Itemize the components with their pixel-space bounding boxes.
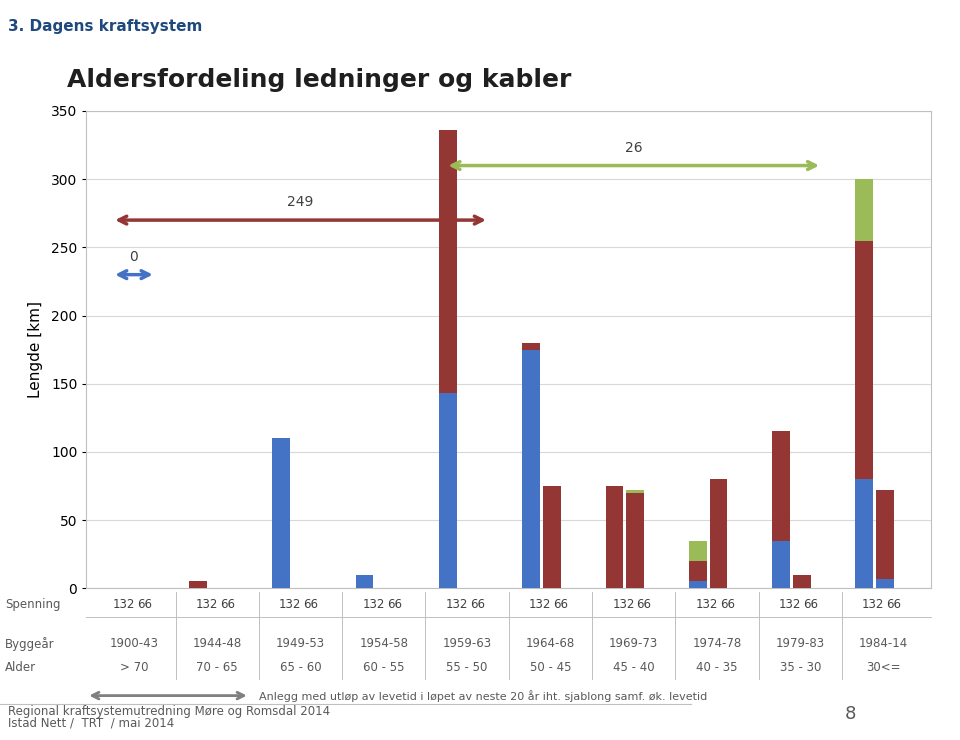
Text: Anlegg med utløp av levetid i løpet av neste 20 år iht. sjablong samf. øk. levet: Anlegg med utløp av levetid i løpet av n… (259, 690, 708, 702)
Text: 249: 249 (287, 195, 314, 209)
Text: 26: 26 (625, 141, 642, 155)
Text: 66: 66 (303, 598, 319, 611)
Text: 132: 132 (529, 598, 551, 611)
Text: 1900-43: 1900-43 (109, 637, 158, 650)
Text: Spenning: Spenning (5, 598, 60, 611)
Text: 66: 66 (387, 598, 401, 611)
Text: Istad Nett /  TRT  / mai 2014: Istad Nett / TRT / mai 2014 (8, 716, 174, 730)
Bar (876, 579, 894, 588)
Bar (772, 431, 790, 540)
Bar (439, 393, 457, 588)
Text: Regional kraftsystemutredning Møre og Romsdal 2014: Regional kraftsystemutredning Møre og Ro… (8, 704, 330, 718)
Text: 132: 132 (279, 598, 301, 611)
Bar (543, 486, 561, 588)
Text: 1979-83: 1979-83 (776, 637, 825, 650)
Bar (855, 240, 874, 480)
Text: 1974-78: 1974-78 (692, 637, 742, 650)
Text: 1954-58: 1954-58 (359, 637, 408, 650)
Text: 3. Dagens kraftsystem: 3. Dagens kraftsystem (8, 19, 202, 34)
Bar (793, 575, 810, 588)
Text: 0: 0 (130, 249, 138, 263)
Text: 45 - 40: 45 - 40 (612, 661, 655, 674)
Text: 132: 132 (112, 598, 134, 611)
Bar (689, 561, 707, 582)
Text: 35 - 30: 35 - 30 (780, 661, 821, 674)
Text: 66: 66 (553, 598, 568, 611)
Text: 132: 132 (695, 598, 718, 611)
Text: > 70: > 70 (120, 661, 148, 674)
Text: 30<=: 30<= (867, 661, 900, 674)
Text: 70 - 65: 70 - 65 (197, 661, 238, 674)
Bar (772, 540, 790, 588)
Text: Alder: Alder (5, 661, 36, 674)
Text: 66: 66 (886, 598, 901, 611)
Bar (522, 350, 540, 588)
Text: 132: 132 (445, 598, 468, 611)
Text: 40 - 35: 40 - 35 (696, 661, 738, 674)
Bar (522, 343, 540, 350)
Text: 132: 132 (196, 598, 218, 611)
Text: 60 - 55: 60 - 55 (363, 661, 404, 674)
Bar (855, 480, 874, 588)
Text: Byggeår: Byggeår (5, 637, 55, 650)
Text: 1944-48: 1944-48 (193, 637, 242, 650)
Bar (876, 490, 894, 579)
Bar (355, 575, 373, 588)
Bar (626, 493, 644, 588)
Text: 66: 66 (804, 598, 818, 611)
Bar (626, 490, 644, 493)
Text: 1964-68: 1964-68 (526, 637, 575, 650)
Text: 66: 66 (636, 598, 652, 611)
Bar (273, 438, 290, 588)
Text: 1949-53: 1949-53 (276, 637, 325, 650)
Text: 1984-14: 1984-14 (859, 637, 908, 650)
Text: 1969-73: 1969-73 (610, 637, 659, 650)
Y-axis label: Lengde [km]: Lengde [km] (28, 301, 42, 398)
Text: 50 - 45: 50 - 45 (530, 661, 571, 674)
Bar (606, 486, 623, 588)
Text: 8: 8 (845, 705, 856, 723)
Text: 1959-63: 1959-63 (443, 637, 492, 650)
Text: 132: 132 (862, 598, 884, 611)
Text: 65 - 60: 65 - 60 (279, 661, 322, 674)
Text: 66: 66 (720, 598, 735, 611)
Text: 132: 132 (779, 598, 802, 611)
Text: 66: 66 (220, 598, 235, 611)
Text: 132: 132 (612, 598, 635, 611)
Text: 132: 132 (362, 598, 385, 611)
Bar (689, 540, 707, 561)
Bar (189, 582, 207, 588)
Text: 66: 66 (470, 598, 485, 611)
Text: Aldersfordeling ledninger og kabler: Aldersfordeling ledninger og kabler (67, 69, 571, 92)
Bar (709, 480, 728, 588)
Bar (689, 582, 707, 588)
Bar (439, 130, 457, 393)
Text: 66: 66 (136, 598, 152, 611)
Text: 55 - 50: 55 - 50 (446, 661, 488, 674)
Bar (855, 179, 874, 240)
